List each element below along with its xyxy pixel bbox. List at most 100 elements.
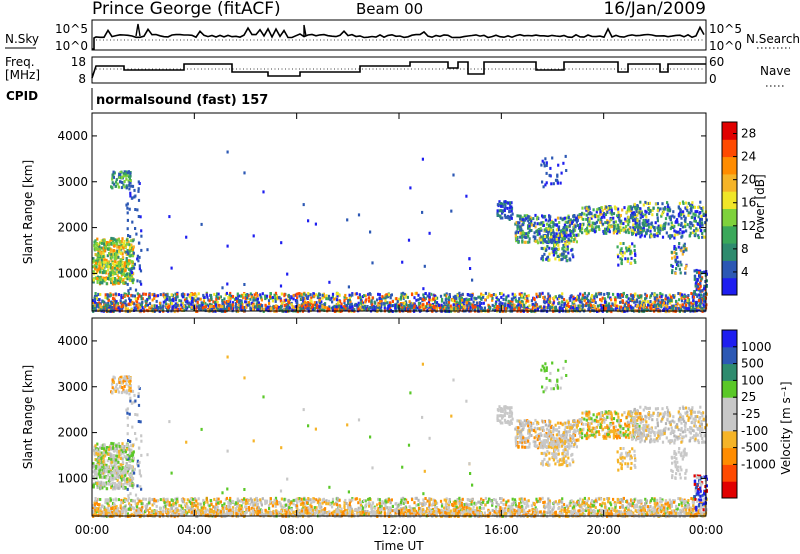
power-cell [636, 204, 639, 207]
power-cell [558, 296, 561, 300]
power-cell [128, 207, 131, 211]
power-cell [528, 240, 531, 244]
power-cell [515, 237, 518, 241]
power-cell [581, 293, 585, 297]
power-cell [527, 219, 530, 223]
power-cell [497, 298, 500, 302]
power-cell [639, 231, 642, 235]
power-cell [516, 236, 519, 239]
noise-search-label: N.Search [746, 32, 800, 46]
power-cell [378, 293, 381, 297]
power-cell [117, 293, 120, 297]
power-cell [680, 246, 683, 250]
power-cell [518, 292, 521, 296]
power-cell [227, 296, 230, 299]
power-cell [553, 241, 556, 244]
power-cell [580, 308, 584, 312]
power-cell [405, 293, 408, 297]
power-cell [501, 302, 504, 306]
velocity-cell [121, 442, 124, 446]
power-cell [488, 292, 491, 296]
power-cell [97, 262, 101, 266]
power-cell [417, 298, 420, 302]
power-cell [405, 303, 408, 307]
power-cell [670, 234, 673, 238]
power-cell [316, 306, 319, 310]
power-cell [141, 300, 144, 304]
power-cell [638, 302, 641, 306]
power-cell [588, 220, 591, 224]
power-cell [145, 308, 148, 312]
power-cell [118, 239, 121, 243]
power-cell [567, 216, 570, 219]
power-cell [279, 299, 282, 303]
power-cell [130, 274, 133, 278]
power-cell [111, 173, 114, 177]
power-cell [394, 303, 397, 307]
power-cell [404, 295, 407, 299]
power-cell [612, 231, 615, 235]
power-cell [364, 304, 367, 308]
power-cell [587, 292, 590, 296]
power-cell [606, 221, 609, 224]
power-cell [540, 307, 543, 311]
power-cell [495, 300, 498, 304]
power-cell [599, 212, 602, 216]
power-cell [681, 294, 684, 298]
power-cell [129, 253, 132, 257]
power-cell [93, 307, 96, 311]
power-cell [109, 300, 113, 304]
power-cell [603, 300, 607, 304]
power-colorbar-tick-label: 16 [741, 196, 756, 210]
power-cell [419, 297, 422, 300]
power-cell [565, 216, 568, 220]
power-cell [545, 164, 548, 167]
power-cell [93, 264, 96, 268]
power-cell [660, 298, 663, 302]
power-cell [437, 303, 440, 307]
power-cell [409, 186, 412, 190]
power-cell [674, 230, 677, 234]
power-panel-frame [91, 112, 707, 312]
power-cell [556, 239, 560, 242]
power-cell [517, 300, 520, 303]
power-cell [550, 229, 553, 232]
power-cell [102, 255, 105, 258]
power-cell [553, 237, 556, 241]
power-cell [669, 218, 672, 222]
power-cell [657, 228, 660, 232]
power-cell [99, 293, 102, 296]
power-cell [492, 308, 495, 312]
power-cell [213, 301, 216, 305]
power-cell [171, 307, 174, 311]
power-cell [482, 295, 485, 299]
power-cell [544, 157, 547, 161]
power-cell [514, 234, 517, 238]
power-cell [664, 217, 668, 221]
power-cell [321, 293, 324, 297]
power-cell [679, 213, 682, 217]
power-cell [134, 288, 138, 292]
power-cell [111, 181, 114, 185]
power-cell [578, 225, 581, 229]
power-cell [99, 250, 102, 254]
power-cell [702, 294, 705, 298]
power-cell [630, 261, 633, 265]
power-cell [581, 295, 584, 299]
power-cell [351, 293, 354, 297]
power-cell [633, 244, 636, 248]
power-cell [453, 296, 456, 300]
power-cell [415, 304, 418, 308]
power-cell [451, 306, 454, 310]
power-cell [557, 247, 560, 251]
power-cell [401, 260, 404, 264]
power-cell [255, 302, 258, 306]
power-cell [93, 246, 96, 250]
power-cell [555, 251, 558, 255]
power-cell [221, 299, 224, 302]
power-cell [545, 248, 548, 252]
power-cell [653, 300, 656, 304]
power-cell [102, 258, 105, 262]
power-cell [105, 308, 108, 312]
power-cell [419, 304, 422, 308]
